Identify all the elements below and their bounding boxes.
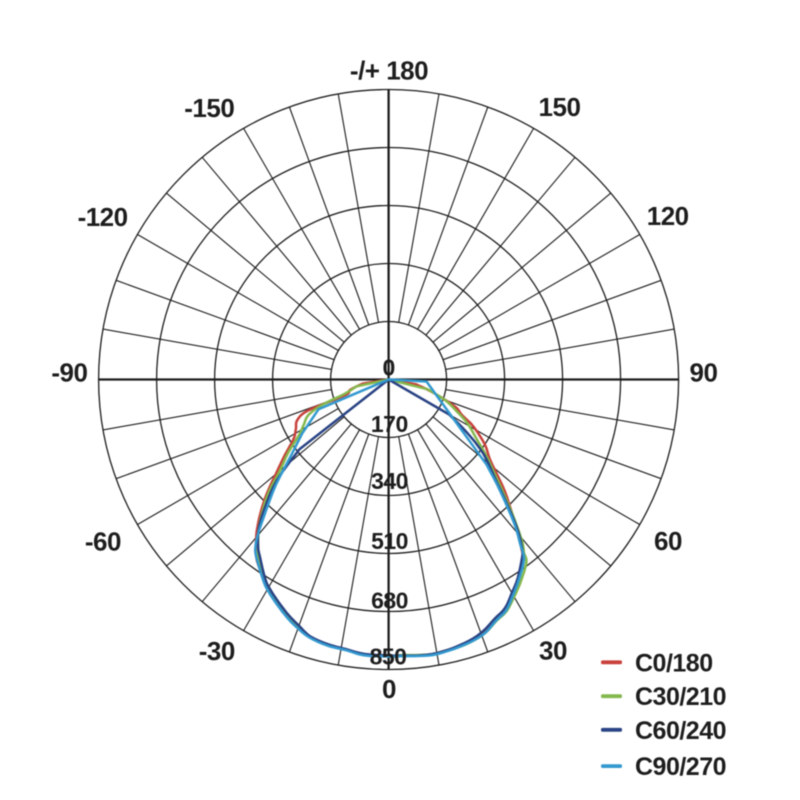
- svg-text:510: 510: [371, 528, 408, 554]
- svg-text:150: 150: [539, 92, 581, 122]
- svg-text:90: 90: [690, 357, 718, 387]
- svg-text:120: 120: [647, 201, 689, 231]
- svg-text:60: 60: [654, 526, 682, 556]
- svg-text:C30/210: C30/210: [635, 683, 726, 711]
- svg-text:680: 680: [371, 587, 408, 613]
- svg-text:0: 0: [382, 674, 396, 704]
- svg-text:C0/180: C0/180: [635, 649, 713, 677]
- svg-text:-90: -90: [51, 358, 87, 388]
- svg-text:-150: -150: [184, 93, 234, 123]
- svg-text:30: 30: [539, 636, 567, 666]
- svg-text:0: 0: [382, 354, 394, 380]
- svg-text:-/+ 180: -/+ 180: [350, 55, 428, 85]
- svg-text:340: 340: [371, 468, 408, 494]
- svg-text:-120: -120: [78, 202, 128, 232]
- svg-text:850: 850: [370, 643, 407, 669]
- svg-text:C60/240: C60/240: [635, 717, 726, 745]
- svg-text:170: 170: [371, 411, 408, 437]
- svg-text:-30: -30: [199, 636, 235, 666]
- svg-text:C90/270: C90/270: [635, 753, 726, 781]
- svg-text:-60: -60: [85, 526, 121, 556]
